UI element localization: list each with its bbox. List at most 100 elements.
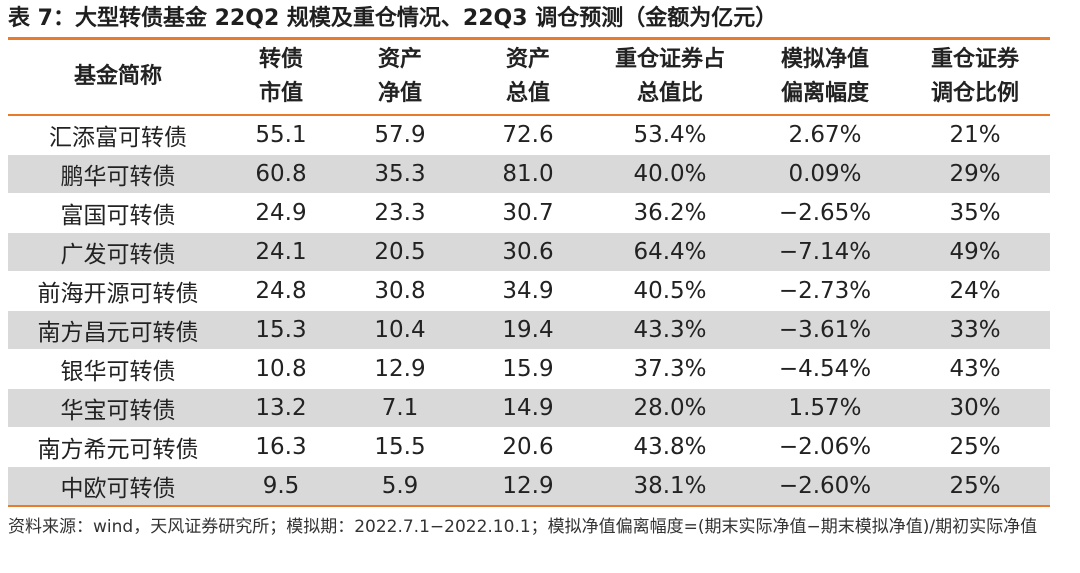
value-cell: 19.4 [466,310,590,350]
table-body: 汇添富可转债 55.1 57.9 72.6 53.4% 2.67% 21% 鹏华可转债 60.8… [8,114,1050,505]
column-header-line: 资产 [505,47,550,72]
value-cell: 21% [900,114,1050,155]
fund-name-cell: 南方昌元可转债 [8,310,228,350]
value-cell: −7.14% [750,232,900,272]
value-cell: 30% [900,388,1050,428]
value-cell: 35.3 [334,154,466,194]
value-cell: 30.8 [334,271,466,311]
column-header: 转债 市值 [228,40,334,115]
column-header: 资产 净值 [334,40,466,115]
table-row: 鹏华可转债 60.8 35.3 81.0 40.0% 0.09% 29% [8,154,1050,194]
table-row: 广发可转债 24.1 20.5 30.6 64.4% −7.14% 49% [8,232,1050,272]
value-cell: −2.60% [750,466,900,505]
value-cell: 40.0% [590,154,750,194]
column-header-line: 调仓比例 [930,81,1019,106]
column-header: 资产 总值 [466,40,590,115]
top-rule [8,37,1050,40]
fund-name-cell: 鹏华可转债 [8,154,228,194]
value-cell: 49% [900,232,1050,272]
value-cell: 34.9 [466,271,590,311]
value-cell: 15.9 [466,349,590,389]
value-cell: 20.6 [466,427,590,467]
value-cell: 57.9 [334,114,466,155]
value-cell: −2.65% [750,193,900,233]
value-cell: 29% [900,154,1050,194]
value-cell: −2.73% [750,271,900,311]
value-cell: −2.06% [750,427,900,467]
value-cell: 36.2% [590,193,750,233]
value-cell: 37.3% [590,349,750,389]
value-cell: 12.9 [334,349,466,389]
header-row: 基金简称 转债 市值 资产 净值 资产 总值 重仓证券占 总值比 模拟净值 偏离幅度 重仓证券 调仓比例 [8,40,1050,115]
table-row: 华宝可转债 13.2 7.1 14.9 28.0% 1.57% 30% [8,388,1050,428]
value-cell: 60.8 [228,154,334,194]
value-cell: 35% [900,193,1050,233]
value-cell: 55.1 [228,114,334,155]
value-cell: 2.67% [750,114,900,155]
column-header-line: 市值 [258,81,303,106]
value-cell: 23.3 [334,193,466,233]
column-header-line: 基金简称 [73,64,162,89]
column-header: 模拟净值 偏离幅度 [750,40,900,115]
fund-name-cell: 银华可转债 [8,349,228,389]
value-cell: 10.8 [228,349,334,389]
table-row: 南方昌元可转债 15.3 10.4 19.4 43.3% −3.61% 33% [8,310,1050,350]
fund-name-cell: 富国可转债 [8,193,228,233]
value-cell: 24.1 [228,232,334,272]
value-cell: −4.54% [750,349,900,389]
fund-name-cell: 华宝可转债 [8,388,228,428]
table-row: 中欧可转债 9.5 5.9 12.9 38.1% −2.60% 25% [8,466,1050,505]
fund-table: 基金简称 转债 市值 资产 净值 资产 总值 重仓证券占 总值比 模拟净值 偏离幅度 重仓证券 调仓比例… [8,40,1050,505]
value-cell: 9.5 [228,466,334,505]
table-row: 银华可转债 10.8 12.9 15.9 37.3% −4.54% 43% [8,349,1050,389]
column-header-line: 重仓证券 [930,47,1019,72]
value-cell: 30.7 [466,193,590,233]
column-header-line: 总值 [505,81,550,106]
bottom-rule [8,505,1050,507]
column-header-line: 净值 [377,81,422,106]
fund-name-cell: 广发可转债 [8,232,228,272]
value-cell: 13.2 [228,388,334,428]
column-header-line: 偏离幅度 [780,81,869,106]
table-row: 前海开源可转债 24.8 30.8 34.9 40.5% −2.73% 24% [8,271,1050,311]
table-row: 富国可转债 24.9 23.3 30.7 36.2% −2.65% 35% [8,193,1050,233]
fund-name-cell: 南方希元可转债 [8,427,228,467]
value-cell: 43.3% [590,310,750,350]
column-header-line: 总值比 [636,81,703,106]
table-row: 汇添富可转债 55.1 57.9 72.6 53.4% 2.67% 21% [8,114,1050,155]
column-header: 基金简称 [8,40,228,115]
value-cell: 33% [900,310,1050,350]
value-cell: 25% [900,427,1050,467]
value-cell: 81.0 [466,154,590,194]
value-cell: 53.4% [590,114,750,155]
value-cell: 20.5 [334,232,466,272]
column-header-line: 资产 [377,47,422,72]
value-cell: 12.9 [466,466,590,505]
value-cell: 40.5% [590,271,750,311]
value-cell: 5.9 [334,466,466,505]
column-header-line: 模拟净值 [780,47,869,72]
value-cell: 10.4 [334,310,466,350]
value-cell: 15.3 [228,310,334,350]
table-header: 基金简称 转债 市值 资产 净值 资产 总值 重仓证券占 总值比 模拟净值 偏离幅度 重仓证券 调仓比例 [8,40,1050,115]
fund-name-cell: 前海开源可转债 [8,271,228,311]
value-cell: 24.8 [228,271,334,311]
fund-name-cell: 中欧可转债 [8,466,228,505]
value-cell: 16.3 [228,427,334,467]
value-cell: 72.6 [466,114,590,155]
value-cell: 30.6 [466,232,590,272]
table-title: 表 7：大型转债基金 22Q2 规模及重仓情况、22Q3 调仓预测（金额为亿元） [8,6,778,31]
value-cell: 43.8% [590,427,750,467]
fund-name-cell: 汇添富可转债 [8,114,228,155]
value-cell: 14.9 [466,388,590,428]
table-row: 南方希元可转债 16.3 15.5 20.6 43.8% −2.06% 25% [8,427,1050,467]
value-cell: 0.09% [750,154,900,194]
value-cell: 43% [900,349,1050,389]
column-header: 重仓证券占 总值比 [590,40,750,115]
value-cell: 1.57% [750,388,900,428]
value-cell: 25% [900,466,1050,505]
value-cell: 15.5 [334,427,466,467]
column-header-line: 重仓证券占 [614,47,725,72]
column-header: 重仓证券 调仓比例 [900,40,1050,115]
value-cell: 24% [900,271,1050,311]
